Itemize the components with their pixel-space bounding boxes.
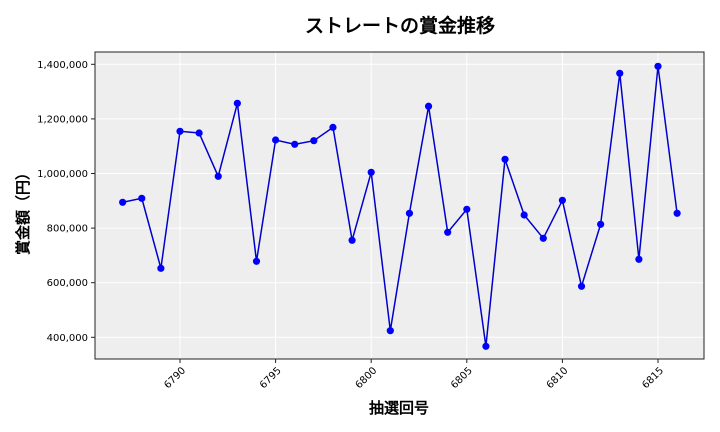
data-point bbox=[463, 205, 471, 213]
data-point bbox=[176, 127, 184, 135]
x-axis-ticks: 6790 6795 6800 6805 6810 6815 bbox=[162, 359, 666, 391]
data-point bbox=[272, 136, 280, 144]
data-point bbox=[424, 102, 433, 110]
data-point bbox=[367, 168, 375, 176]
data-point bbox=[539, 234, 547, 242]
data-point bbox=[654, 62, 662, 70]
data-point bbox=[195, 129, 203, 137]
plot-area bbox=[94, 51, 705, 360]
data-point bbox=[138, 194, 146, 202]
series-line bbox=[122, 66, 678, 347]
x-tick-label: 6800 bbox=[354, 365, 380, 391]
data-point bbox=[405, 209, 414, 217]
data-point bbox=[501, 155, 509, 163]
data-point bbox=[558, 196, 567, 204]
data-point bbox=[233, 99, 241, 107]
data-point bbox=[291, 140, 299, 148]
data-point bbox=[577, 282, 586, 290]
data-point bbox=[214, 172, 222, 180]
y-axis-ticks: 400,000 600,000 800,000 1,000,000 1,200,000 1… bbox=[37, 60, 95, 344]
x-tick-label: 6805 bbox=[449, 365, 475, 391]
data-point bbox=[616, 69, 624, 77]
data-point bbox=[386, 327, 394, 335]
y-tick-label: 800,000 bbox=[47, 224, 88, 235]
y-tick-label: 1,200,000 bbox=[37, 114, 88, 125]
data-point bbox=[119, 198, 127, 206]
data-point bbox=[597, 220, 605, 228]
data-point bbox=[635, 255, 643, 263]
data-point bbox=[157, 264, 165, 272]
x-tick-label: 6795 bbox=[258, 365, 284, 391]
chart-title: ストレートの賞金推移 bbox=[305, 14, 495, 37]
y-tick-label: 400,000 bbox=[47, 333, 88, 344]
gridlines bbox=[95, 52, 704, 359]
plot-frame bbox=[94, 51, 705, 360]
data-point bbox=[310, 137, 318, 145]
y-axis-label: 賞金額（円） bbox=[14, 165, 32, 255]
y-tick-label: 1,000,000 bbox=[37, 169, 88, 180]
y-tick-label: 1,400,000 bbox=[37, 60, 88, 71]
x-tick-label: 6790 bbox=[162, 365, 188, 391]
data-point bbox=[329, 123, 337, 131]
y-tick-label: 600,000 bbox=[47, 278, 88, 289]
x-axis-label: 抽選回号 bbox=[369, 399, 429, 417]
x-tick-label: 6810 bbox=[545, 365, 571, 391]
data-markers bbox=[119, 62, 681, 350]
data-point bbox=[444, 228, 452, 236]
data-point bbox=[252, 257, 261, 265]
data-point bbox=[520, 211, 528, 219]
x-tick-label: 6815 bbox=[640, 365, 666, 391]
data-point bbox=[348, 236, 356, 244]
data-point bbox=[482, 342, 490, 350]
data-point bbox=[673, 209, 681, 217]
